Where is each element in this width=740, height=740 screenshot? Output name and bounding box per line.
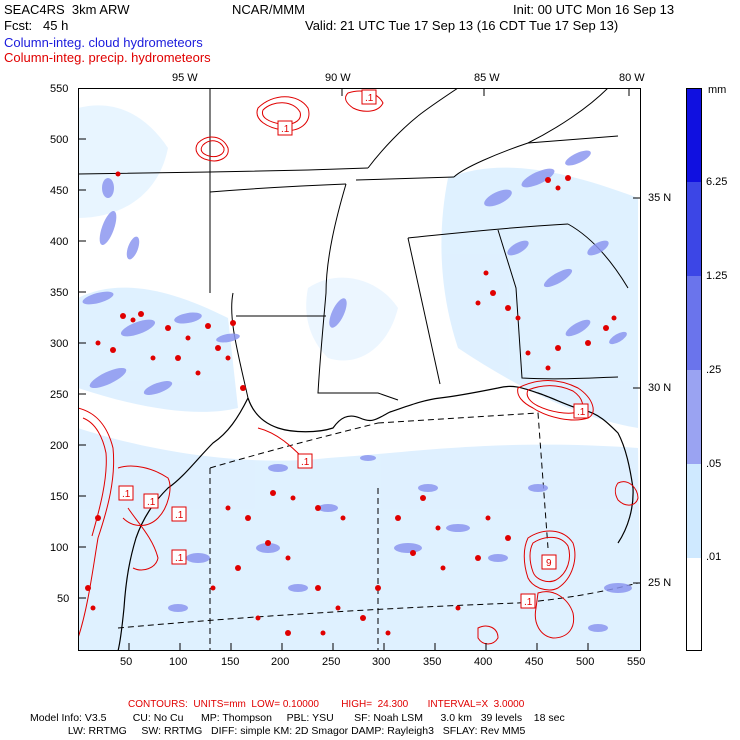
y-tick: 500: [50, 134, 69, 146]
contour-label: .1: [297, 453, 313, 469]
cloud-hydrometeor-field: [82, 150, 632, 632]
contour-label: .1: [573, 403, 589, 419]
colorbar-segment: [686, 88, 702, 182]
init-time: Init: 00 UTC Mon 16 Sep 13: [513, 2, 675, 17]
contour-label-text: .1: [175, 553, 184, 564]
field-precip-label: Column-integ. precip. hydrometeors: [4, 50, 211, 65]
y-tick: 350: [50, 287, 69, 299]
map-frame: [78, 88, 641, 651]
x-tick: 350: [423, 656, 442, 668]
y-tick: 100: [50, 542, 69, 554]
state-borders: [78, 88, 629, 401]
colorbar-segment: [686, 558, 702, 651]
x-tick: 300: [372, 656, 391, 668]
contour-label: .1: [118, 485, 134, 501]
y-tick: 550: [50, 83, 69, 95]
y-tick: 50: [57, 593, 70, 605]
contour-label-text: .1: [147, 497, 156, 508]
valid-time: Valid: 21 UTC Tue 17 Sep 13 (16 CDT Tue …: [305, 18, 619, 33]
model-info-line1: Model Info: V3.5 CU: No Cu MP: Thompson …: [30, 712, 565, 724]
x-tick: 400: [474, 656, 493, 668]
colorbar-level: .25: [706, 364, 722, 376]
forecast-hour: Fcst: 45 h: [4, 18, 69, 33]
contour-label-text: 9: [546, 558, 552, 569]
contour-label-text: .1: [524, 597, 533, 608]
x-tick: 250: [322, 656, 341, 668]
contour-label-text: .1: [122, 489, 131, 500]
lon-label-80w: 80 W: [619, 72, 645, 84]
x-tick: 100: [169, 656, 188, 668]
lat-label-30n: 30 N: [648, 382, 672, 394]
contour-label-text: .1: [175, 510, 184, 521]
y-tick: 150: [50, 491, 69, 503]
colorbar: [686, 88, 702, 651]
lon-label-95w: 95 W: [172, 72, 198, 84]
contour-label-text: .1: [301, 457, 310, 468]
contour-label: .1: [171, 506, 187, 522]
colorbar-segment: [686, 182, 702, 276]
lat-label-25n: 25 N: [648, 577, 672, 589]
y-tick: 200: [50, 440, 69, 452]
x-tick: 200: [271, 656, 290, 668]
colorbar-level: 6.25: [706, 176, 728, 188]
colorbar-level: .05: [706, 458, 722, 470]
y-tick: 450: [50, 185, 69, 197]
x-tick: 450: [525, 656, 544, 668]
y-tick: 300: [50, 338, 69, 350]
contour-label: .1: [171, 549, 187, 565]
lon-label-85w: 85 W: [474, 72, 500, 84]
cloud-light-regions: [78, 105, 641, 651]
contour-label-text: .1: [281, 124, 290, 135]
contour-label: .1: [361, 89, 377, 105]
x-tick: 550: [627, 656, 646, 668]
colorbar-level: 1.25: [706, 270, 728, 282]
model-info-line2: LW: RRTMG SW: RRTMG DIFF: simple KM: 2D …: [30, 725, 526, 737]
model-title: SEAC4RS 3km ARW: [4, 2, 130, 17]
colorbar-segment: [686, 370, 702, 464]
lat-label-35n: 35 N: [648, 192, 672, 204]
contour-label: .1: [143, 493, 159, 509]
colorbar-level: .01: [706, 551, 722, 563]
coastline: [117, 385, 634, 651]
contours-info: CONTOURS: UNITS=mm LOW= 0.10000 HIGH= 24…: [128, 699, 525, 710]
axis-ticks: [78, 88, 589, 651]
contour-label: 9: [541, 554, 557, 570]
colorbar-frame: [686, 88, 702, 651]
org-label: NCAR/MMM: [232, 2, 305, 17]
weather-map: .1 .1 .1 .1 .1 .1 .1 .1 9 .1: [78, 88, 641, 651]
field-cloud-label: Column-integ. cloud hydrometeors: [4, 35, 203, 50]
contour-label-text: .1: [365, 93, 374, 104]
lon-label-90w: 90 W: [325, 72, 351, 84]
y-tick: 250: [50, 389, 69, 401]
x-tick: 50: [120, 656, 133, 668]
x-tick: 500: [576, 656, 595, 668]
y-tick: 400: [50, 236, 69, 248]
contour-label: .1: [520, 593, 536, 609]
graticule-ticks: [209, 88, 641, 584]
colorbar-segment: [686, 464, 702, 558]
contour-labels: .1 .1 .1 .1 .1 .1 .1 .1 9 .1: [118, 89, 589, 609]
precip-cells: [85, 171, 617, 636]
contour-label: .1: [277, 120, 293, 136]
offshore-boundaries: [117, 412, 639, 651]
colorbar-unit: mm: [708, 84, 727, 96]
x-tick: 150: [221, 656, 240, 668]
contour-label-text: .1: [577, 407, 586, 418]
colorbar-segment: [686, 276, 702, 370]
